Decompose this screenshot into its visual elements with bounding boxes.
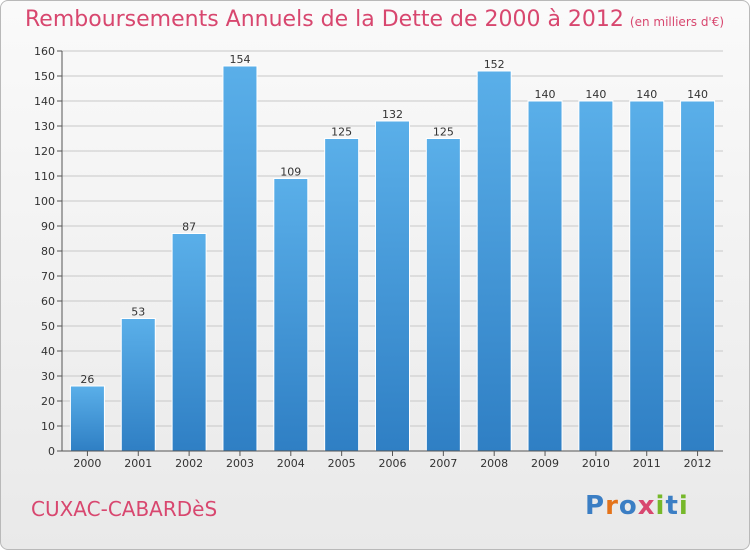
y-tick-label: 0 bbox=[48, 445, 55, 458]
bar-2005 bbox=[324, 138, 360, 452]
data-label-2011: 140 bbox=[636, 88, 657, 101]
y-tick-label: 100 bbox=[34, 195, 55, 208]
bar-2009 bbox=[527, 100, 563, 452]
data-label-2005: 125 bbox=[331, 126, 352, 139]
data-label-2000: 26 bbox=[80, 373, 94, 386]
y-tick-label: 90 bbox=[41, 220, 55, 233]
bar-2007 bbox=[425, 138, 461, 452]
data-label-2007: 125 bbox=[433, 126, 454, 139]
y-tick-label: 160 bbox=[34, 45, 55, 58]
bar-2004 bbox=[273, 178, 309, 452]
logo-letter: i bbox=[655, 491, 666, 521]
data-label-2008: 152 bbox=[484, 58, 505, 71]
chart-title: Remboursements Annuels de la Dette de 20… bbox=[25, 7, 724, 32]
x-tick-label-2002: 2002 bbox=[175, 457, 203, 470]
bar-2008 bbox=[476, 70, 512, 452]
y-tick-label: 30 bbox=[41, 370, 55, 383]
x-tick-label-2003: 2003 bbox=[226, 457, 254, 470]
bar-2012 bbox=[680, 100, 716, 452]
data-label-2004: 109 bbox=[280, 166, 301, 179]
y-tick-label: 150 bbox=[34, 70, 55, 83]
bar-2000 bbox=[69, 385, 105, 452]
data-label-2006: 132 bbox=[382, 108, 403, 121]
x-tick-label-2006: 2006 bbox=[379, 457, 407, 470]
logo-letter: t bbox=[665, 491, 679, 521]
axes: 0 10 20 30 40 50 60 70 80 90 100 110 120 130 140 150 160… bbox=[34, 45, 723, 470]
x-tick-label-2007: 2007 bbox=[429, 457, 457, 470]
y-tick-label: 140 bbox=[34, 95, 55, 108]
logo-letter: o bbox=[618, 491, 638, 521]
chart-title-text: Remboursements Annuels de la Dette de 20… bbox=[25, 7, 624, 32]
bars bbox=[69, 65, 716, 452]
logo-letter: x bbox=[637, 491, 656, 521]
x-tick-label-2009: 2009 bbox=[531, 457, 559, 470]
data-labels: 26 53 87 154 109 125 132 125 152 140 140 140 140 bbox=[80, 53, 708, 386]
y-tick-label: 110 bbox=[34, 170, 55, 183]
data-label-2002: 87 bbox=[182, 221, 196, 234]
x-tick-label-2011: 2011 bbox=[633, 457, 661, 470]
bar-2002 bbox=[171, 233, 207, 452]
logo-letter: i bbox=[678, 491, 689, 521]
y-tick-label: 50 bbox=[41, 320, 55, 333]
x-tick-label-2000: 2000 bbox=[73, 457, 101, 470]
y-tick-label: 60 bbox=[41, 295, 55, 308]
data-label-2012: 140 bbox=[687, 88, 708, 101]
data-label-2010: 140 bbox=[585, 88, 606, 101]
x-tick-label-2005: 2005 bbox=[328, 457, 356, 470]
y-tick-label: 120 bbox=[34, 145, 55, 158]
bar-2003 bbox=[222, 65, 258, 452]
data-label-2003: 154 bbox=[229, 53, 250, 66]
bar-2006 bbox=[375, 120, 410, 452]
bar-2011 bbox=[629, 100, 665, 452]
proxiti-logo: Proxiti bbox=[585, 491, 689, 521]
y-tick-label: 80 bbox=[41, 245, 55, 258]
x-tick-label-2001: 2001 bbox=[124, 457, 152, 470]
y-tick-label: 70 bbox=[41, 270, 55, 283]
y-tick-label: 40 bbox=[41, 345, 55, 358]
logo-letter: r bbox=[605, 491, 619, 521]
bar-2010 bbox=[578, 100, 614, 452]
x-tick-label-2012: 2012 bbox=[684, 457, 712, 470]
y-tick-label: 10 bbox=[41, 420, 55, 433]
data-label-2001: 53 bbox=[131, 306, 145, 319]
x-tick-label-2004: 2004 bbox=[277, 457, 305, 470]
y-tick-label: 130 bbox=[34, 120, 55, 133]
unit-note: (en milliers d'€) bbox=[629, 15, 725, 29]
bar-2001 bbox=[120, 318, 156, 452]
commune-name: CUXAC-CABARDèS bbox=[31, 497, 218, 521]
y-tick-label: 20 bbox=[41, 395, 55, 408]
logo-letter: P bbox=[585, 491, 606, 521]
data-label-2009: 140 bbox=[535, 88, 556, 101]
x-tick-label-2010: 2010 bbox=[582, 457, 610, 470]
x-tick-label-2008: 2008 bbox=[480, 457, 508, 470]
